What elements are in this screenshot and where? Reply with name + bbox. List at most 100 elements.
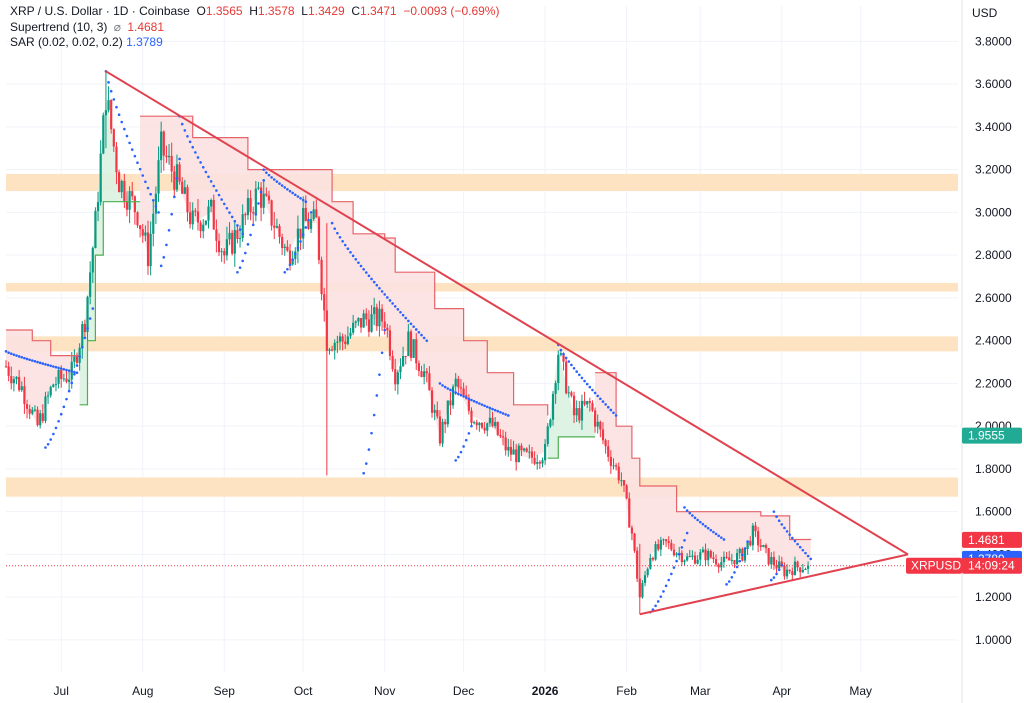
sar-dot	[259, 190, 263, 194]
candle-body	[762, 545, 765, 547]
symbol-title[interactable]: XRP / U.S. Dollar · 1D · Coinbase	[10, 4, 190, 18]
legend-sar-row[interactable]: SAR (0.02, 0.02, 0.2) 1.3789	[10, 35, 499, 51]
sar-dot	[596, 394, 600, 398]
price-label-bg	[962, 427, 1022, 444]
sar-dot	[354, 257, 358, 261]
sar-dot	[599, 397, 602, 401]
candle-body	[578, 408, 581, 421]
supertrend-down-line	[595, 372, 812, 541]
legend-symbol-row: XRP / U.S. Dollar · 1D · Coinbase O1.356…	[10, 4, 499, 20]
candle-body	[441, 421, 444, 444]
currency-label[interactable]: USD	[972, 6, 998, 20]
candle-body	[320, 259, 323, 295]
candle-body	[615, 465, 618, 467]
sar-dot	[470, 398, 473, 402]
sar-dot	[236, 270, 239, 274]
trendline[interactable]	[105, 70, 909, 556]
sar-dot	[714, 532, 718, 536]
candle-body	[483, 427, 486, 431]
candle-body	[102, 115, 105, 154]
candle-body	[396, 372, 399, 385]
candle-body	[388, 330, 392, 357]
candle-body	[302, 207, 305, 239]
chart-legend: XRP / U.S. Dollar · 1D · Coinbase O1.356…	[10, 4, 499, 51]
trendlines[interactable]	[105, 70, 909, 616]
sar-dot	[683, 506, 686, 509]
price-axis[interactable]: 1.00001.20001.40001.60001.80002.00002.20…	[961, 0, 1012, 703]
candle-body	[562, 353, 565, 362]
sar-dot	[349, 251, 352, 254]
horizontal-zone[interactable]	[6, 282, 958, 292]
sar-dot	[399, 310, 402, 314]
candle-body	[52, 384, 55, 388]
low-label: L	[301, 4, 308, 18]
sar-dot	[583, 379, 586, 383]
sar-name: SAR (0.02, 0.02, 0.2)	[10, 35, 123, 49]
candle-body	[330, 349, 334, 351]
candle-body	[36, 409, 39, 426]
sar-dot	[804, 551, 807, 555]
supertrend-down-fill	[140, 116, 548, 459]
horizontal-zone[interactable]	[6, 477, 958, 497]
sar-dot	[283, 186, 287, 189]
sar-dot	[225, 206, 229, 210]
candle-body	[759, 545, 762, 547]
candle-body	[99, 153, 102, 203]
price-tick-label: 1.6000	[975, 505, 1012, 519]
candle-body	[449, 400, 452, 406]
candle-body	[515, 449, 518, 463]
candle-body	[701, 549, 705, 553]
candle-body	[41, 413, 44, 421]
price-label: 1.4681	[962, 531, 1022, 548]
candle-body	[170, 155, 173, 172]
candle-body	[709, 550, 712, 558]
sar-dot	[288, 189, 292, 193]
candle-body	[152, 213, 155, 234]
candle-body	[788, 569, 791, 572]
candle-body	[499, 435, 502, 437]
sar-dot	[346, 247, 350, 251]
sar-dot	[788, 533, 791, 536]
candle-body	[278, 226, 281, 238]
legend-supertrend-row[interactable]: Supertrend (10, 3) ⌀ 1.4681	[10, 20, 499, 36]
sar-dot	[299, 240, 302, 243]
candle-body	[73, 356, 76, 362]
sar-dot	[278, 182, 281, 185]
trendline[interactable]	[639, 553, 909, 616]
candle-body	[459, 387, 463, 389]
candle-body	[341, 336, 344, 342]
sar-dot	[704, 524, 707, 528]
sar-dot	[272, 178, 276, 181]
sar-dot	[614, 414, 618, 417]
candle-body	[162, 131, 165, 156]
candle-body	[33, 409, 37, 411]
sar-dot	[267, 173, 271, 177]
candle-body	[491, 417, 494, 427]
sar-dot	[154, 205, 158, 208]
candle-body	[586, 401, 589, 405]
time-axis[interactable]: Jul Aug Sep Oct Nov Dec 2026 Feb Mar Apr May	[54, 684, 872, 698]
supertrend-down-fill	[6, 330, 80, 427]
sar-value: 1.3789	[126, 35, 163, 49]
candle-body	[312, 209, 315, 220]
supertrend-line	[6, 115, 812, 541]
candle-body	[160, 131, 163, 161]
candle-body	[407, 331, 410, 357]
sar-dot	[783, 526, 786, 530]
sar-dot	[467, 397, 471, 401]
sar-dot	[280, 184, 284, 187]
sar-dot	[41, 362, 45, 365]
candle-body	[262, 193, 265, 208]
sar-dot	[44, 363, 47, 366]
supertrend-down-line	[140, 115, 549, 416]
sar-dot	[480, 403, 484, 406]
sar-dot	[446, 387, 450, 390]
sar-dot	[107, 81, 110, 84]
sar-dot	[417, 330, 421, 334]
sar-dot	[4, 350, 8, 353]
candle-body	[596, 421, 599, 427]
sar-dot	[383, 328, 386, 332]
sar-dot	[301, 233, 305, 236]
sar-dot	[701, 522, 705, 526]
